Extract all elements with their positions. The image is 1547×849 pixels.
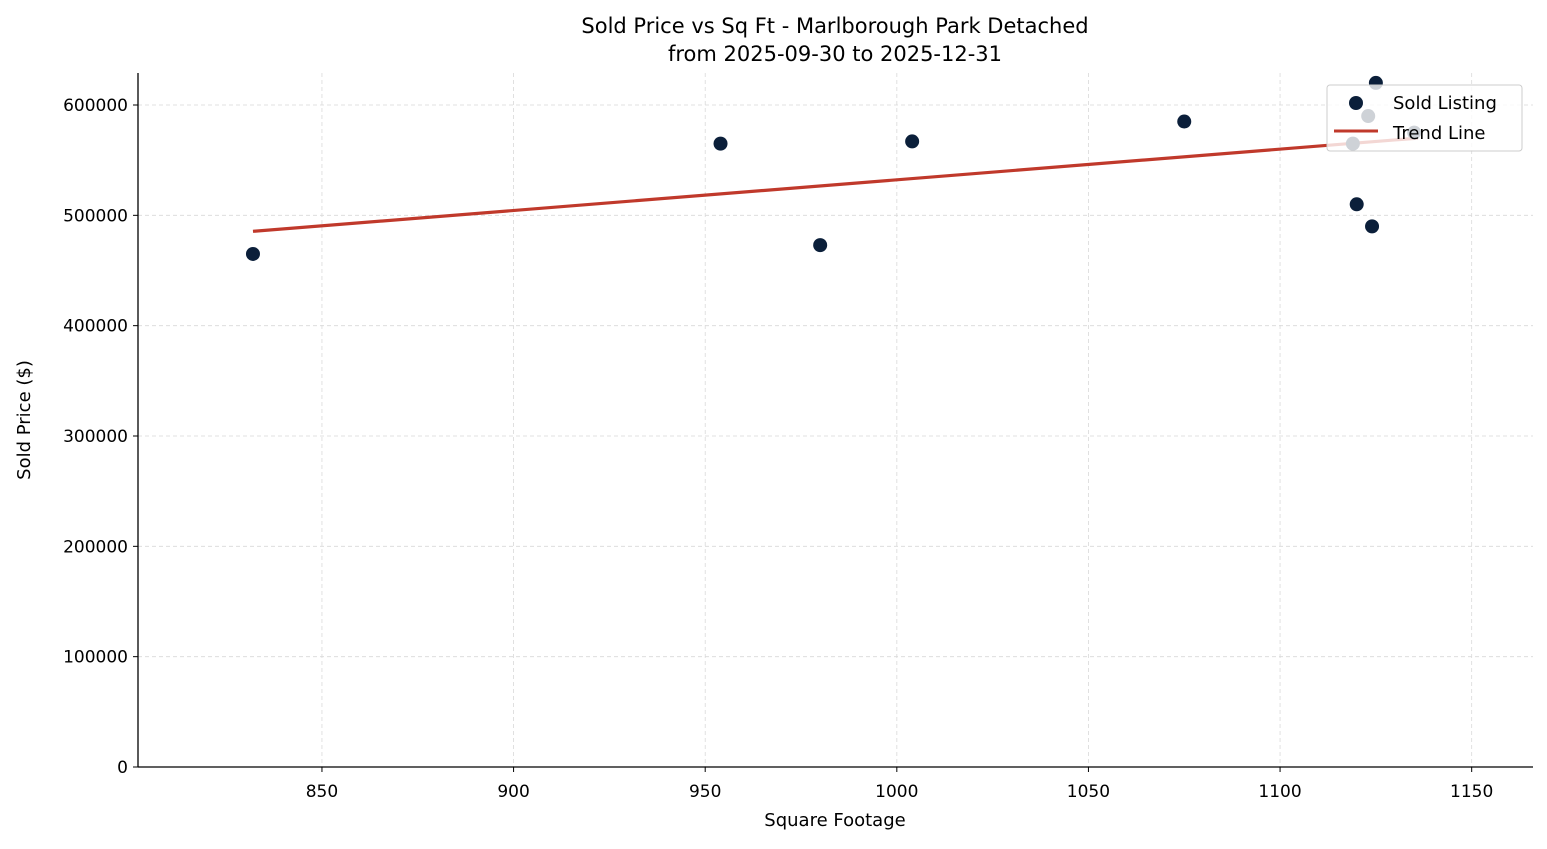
y-ticks: 0 100000 200000 300000 400000 500000 600000 — [63, 96, 138, 778]
data-point — [905, 134, 920, 149]
grid — [138, 73, 1533, 767]
chart-title: Sold Price vs Sq Ft - Marlborough Park D… — [581, 14, 1088, 38]
y-tick-label: 300000 — [63, 427, 128, 447]
trend-line-layer — [252, 136, 1419, 233]
y-tick-label: 100000 — [63, 648, 128, 668]
legend: Sold Listing Trend Line — [1326, 84, 1523, 152]
data-point — [713, 136, 728, 151]
data-point — [1365, 219, 1380, 234]
x-tick-label: 1050 — [1067, 782, 1110, 802]
x-tick-label: 1150 — [1450, 782, 1493, 802]
x-tick-label: 1100 — [1258, 782, 1301, 802]
data-point — [1349, 197, 1364, 212]
y-tick-label: 200000 — [63, 537, 128, 557]
legend-label-trend-line: Trend Line — [1392, 123, 1486, 144]
y-tick-label: 0 — [117, 758, 128, 778]
x-axis-label: Square Footage — [764, 810, 905, 831]
y-tick-label: 600000 — [63, 96, 128, 116]
data-point — [813, 238, 828, 253]
points-layer — [245, 75, 1422, 261]
x-tick-label: 1000 — [875, 782, 918, 802]
chart-subtitle: from 2025-09-30 to 2025-12-31 — [668, 42, 1002, 66]
y-tick-label: 500000 — [63, 206, 128, 226]
x-ticks: 850 900 950 1000 1050 1100 1150 — [306, 767, 1493, 802]
trend-line — [252, 136, 1419, 233]
x-tick-label: 950 — [689, 782, 721, 802]
data-point — [245, 246, 260, 261]
legend-label-sold-listing: Sold Listing — [1393, 93, 1497, 114]
y-axis-label: Sold Price ($) — [14, 360, 35, 480]
x-tick-label: 900 — [497, 782, 529, 802]
legend-box — [1326, 84, 1523, 152]
legend-marker-sold-listing — [1349, 96, 1363, 110]
data-point — [1177, 114, 1192, 129]
x-tick-label: 850 — [306, 782, 338, 802]
y-tick-label: 400000 — [63, 317, 128, 337]
